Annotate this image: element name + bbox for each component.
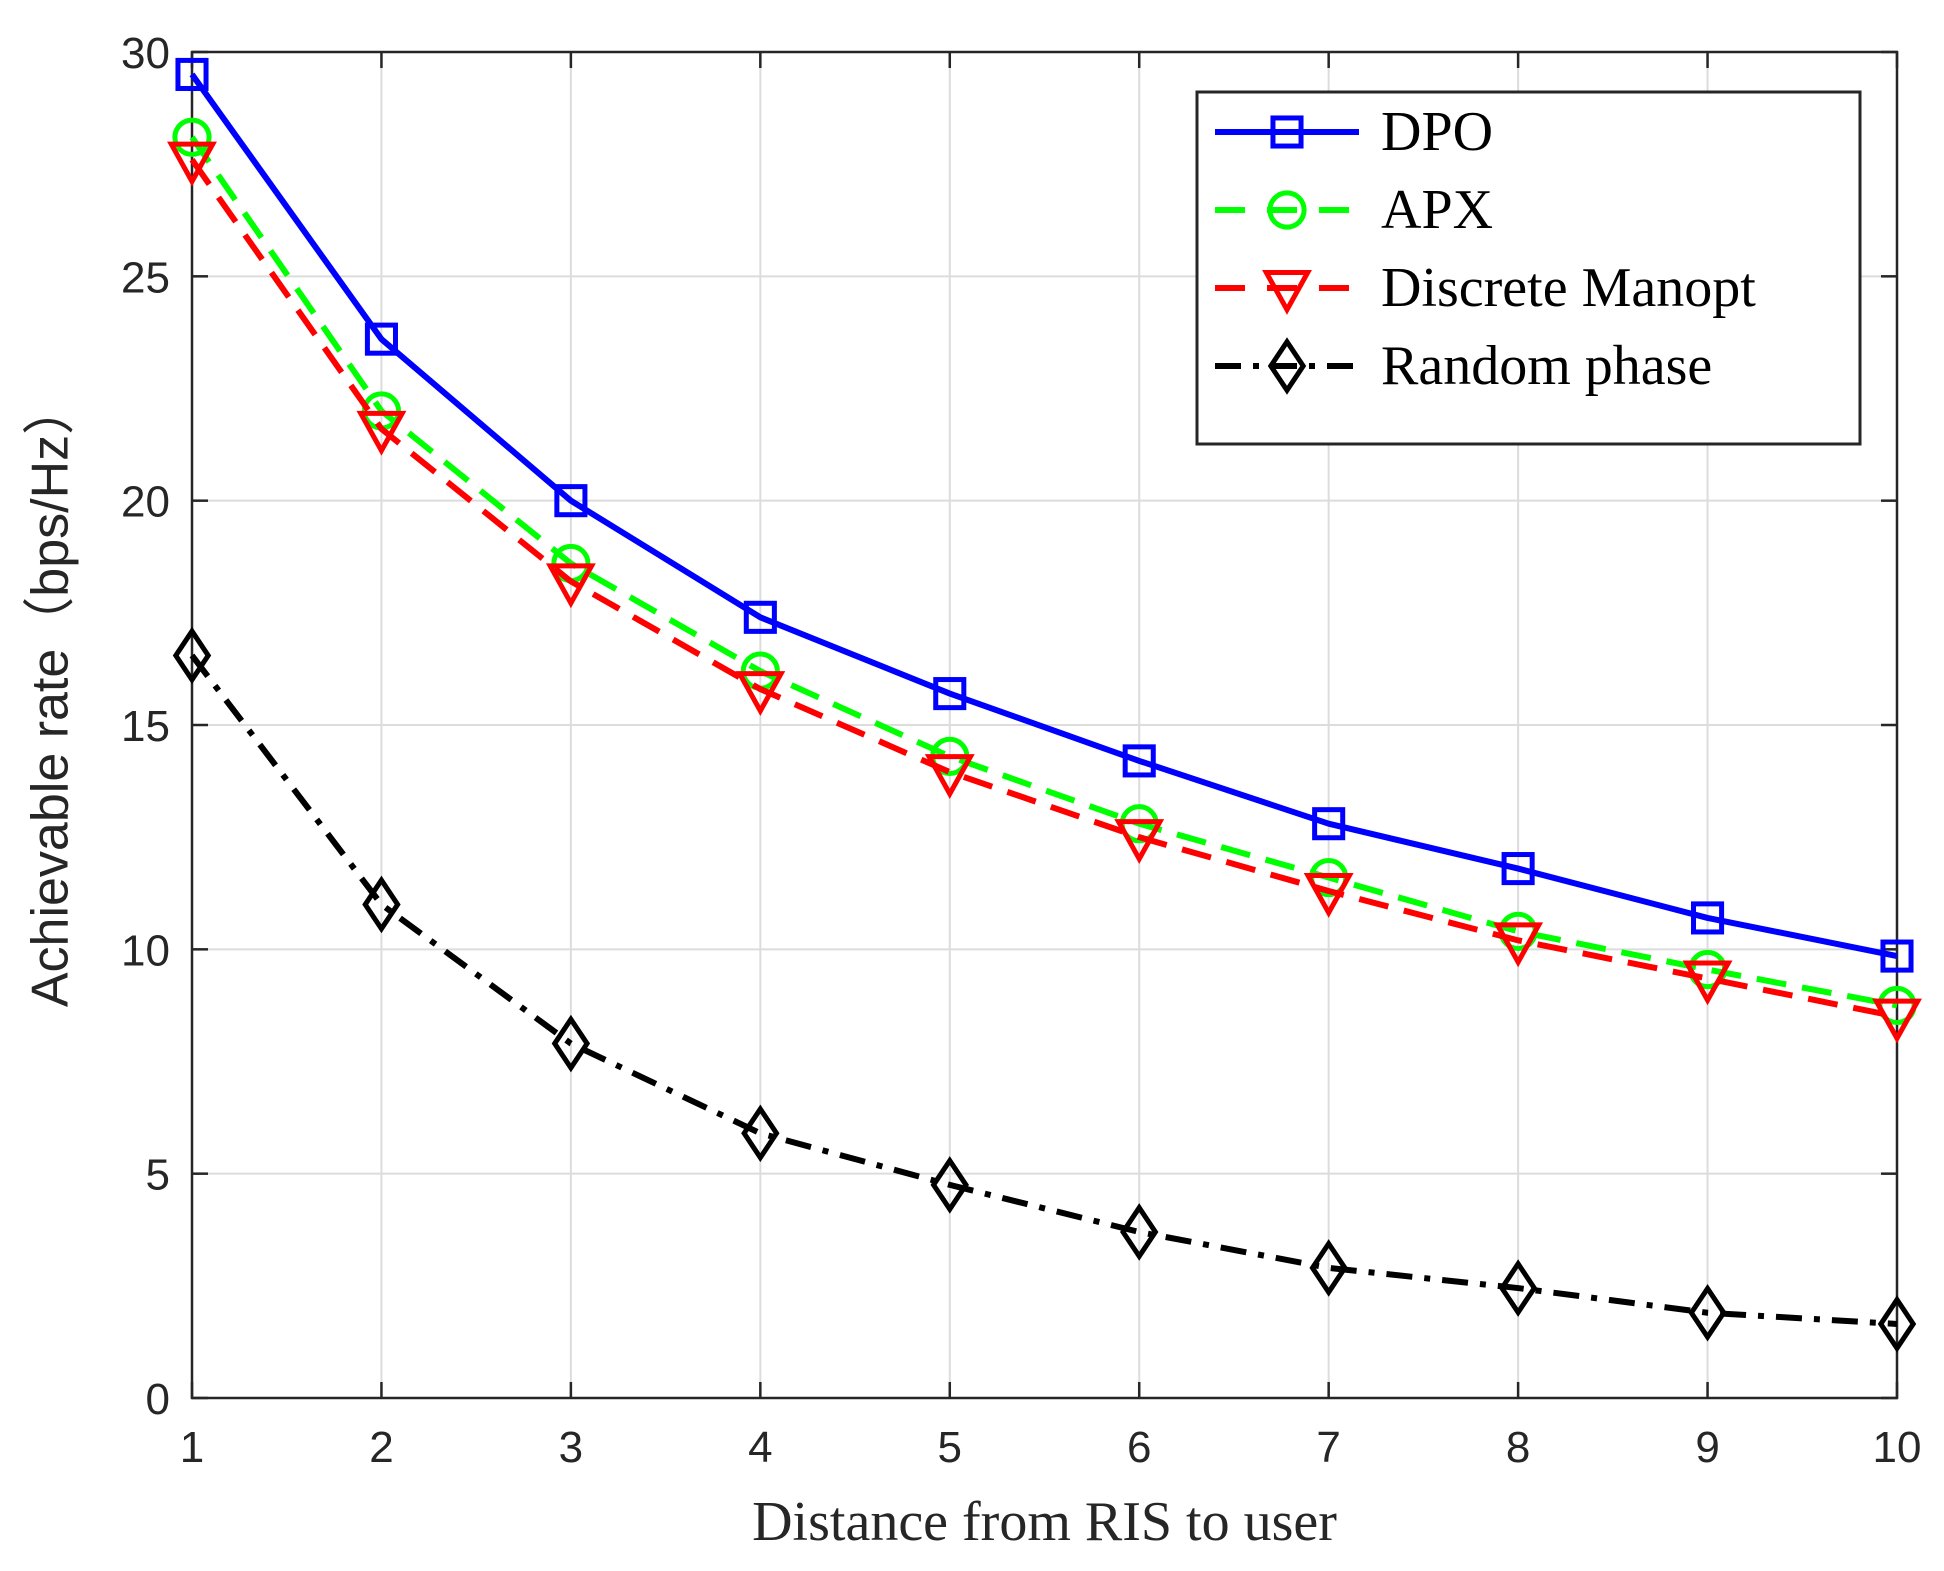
series-line [189, 72, 1898, 960]
data-point-triangle-down [1872, 998, 1922, 1044]
y-tick-label: 10 [121, 926, 170, 975]
data-point-square [1880, 939, 1914, 973]
data-point-triangle-down [1114, 819, 1165, 865]
x-tick-label: 10 [1873, 1423, 1922, 1472]
data-point-triangle-down [1682, 960, 1733, 1006]
data-point-diamond [1309, 1239, 1348, 1297]
legend-marker-triangle-down [1262, 269, 1312, 315]
data-point-square [743, 600, 777, 634]
data-point-square [1312, 807, 1346, 841]
legend-label: Random phase [1381, 335, 1712, 397]
data-point-triangle-down [1493, 922, 1544, 968]
legend: DPO APX Discrete Manopt Random phase [1195, 90, 1862, 446]
legend-label: APX [1381, 179, 1493, 241]
legend-marker-square [1270, 115, 1304, 149]
x-tick-label: 7 [1316, 1423, 1340, 1472]
legend-item: Random phase [1215, 335, 1712, 397]
data-point-square [1691, 901, 1725, 935]
x-tick-label: 1 [180, 1423, 204, 1472]
y-tick-label: 5 [146, 1151, 170, 1200]
data-series [167, 57, 1922, 1353]
axis-labels: Distance from RIS to user Achievable rat… [22, 383, 1338, 1553]
data-point-diamond [551, 1014, 591, 1073]
x-tick-label: 4 [748, 1423, 772, 1472]
x-tick-label: 8 [1506, 1423, 1530, 1472]
data-point-triangle-down [735, 671, 786, 716]
data-point-square [1501, 852, 1535, 886]
data-point-diamond [1688, 1283, 1727, 1342]
legend-item: DPO [1215, 101, 1493, 163]
series-random-phase [172, 626, 1917, 1353]
series-line [189, 653, 1898, 1327]
data-point-triangle-down [924, 754, 975, 799]
data-point-diamond [1120, 1203, 1159, 1261]
legend-marker-circle [1267, 190, 1307, 230]
legend-item: Discrete Manopt [1215, 257, 1756, 319]
x-tick-label: 9 [1695, 1423, 1719, 1472]
data-point-diamond [741, 1104, 780, 1163]
y-tick-label: 15 [121, 702, 170, 751]
y-tick-label: 20 [121, 478, 170, 527]
legend-box [1195, 90, 1862, 446]
data-point-diamond [1498, 1259, 1538, 1317]
y-tick-label: 25 [121, 253, 170, 302]
x-tick-label: 2 [369, 1423, 393, 1472]
data-point-triangle-down [167, 141, 217, 187]
y-tick-label: 30 [121, 29, 170, 78]
legend-item: APX [1215, 179, 1493, 241]
x-tick-label: 5 [938, 1423, 962, 1472]
data-point-diamond [172, 626, 212, 685]
legend-marker-diamond [1267, 337, 1307, 395]
x-tick-label: 6 [1127, 1423, 1151, 1472]
series-discrete-manopt [167, 141, 1922, 1044]
x-tick-label: 3 [559, 1423, 583, 1472]
y-tick-label: 0 [146, 1375, 170, 1424]
data-point-square [364, 322, 398, 356]
legend-label: Discrete Manopt [1381, 257, 1756, 319]
data-point-triangle-down [1303, 872, 1354, 918]
data-point-square [933, 677, 967, 711]
data-point-diamond [1877, 1295, 1917, 1353]
x-axis-label: Distance from RIS to user [752, 1491, 1337, 1553]
data-point-square [1122, 744, 1156, 778]
legend-label: DPO [1381, 101, 1493, 163]
data-point-square [175, 57, 209, 91]
data-point-diamond [362, 875, 401, 934]
data-point-triangle-down [545, 563, 596, 609]
series-dpo [175, 57, 1914, 973]
data-point-diamond [930, 1156, 969, 1214]
data-point-triangle-down [356, 410, 407, 456]
data-point-circle [172, 117, 212, 157]
axis-ticks: 1 2 3 4 5 6 7 8 9 10 0 5 10 15 20 25 30 [121, 29, 1921, 1472]
y-axis-label: Achievable rate（bps/Hz） [22, 383, 80, 1007]
data-point-square [554, 484, 588, 518]
